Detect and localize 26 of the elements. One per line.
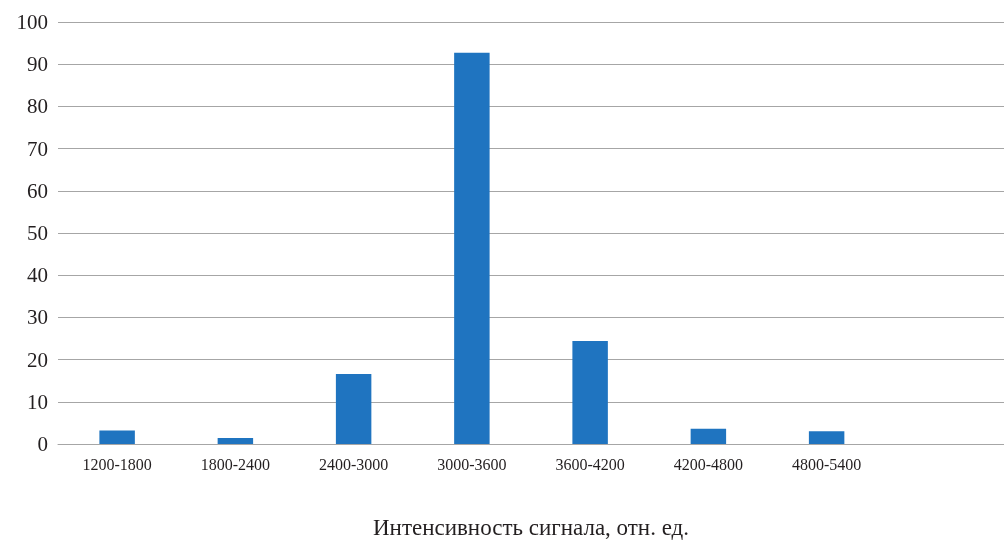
x-tick-label: 1800-2400 xyxy=(200,455,271,473)
y-tick-label: 50 xyxy=(27,221,48,245)
y-tick-label: 30 xyxy=(27,305,48,330)
x-tick-label: 4800-5400 xyxy=(791,455,862,473)
y-tick-label: 0 xyxy=(37,432,48,456)
bar xyxy=(335,373,372,444)
y-tick-label: 10 xyxy=(27,389,48,414)
y-tick-label: 90 xyxy=(27,52,48,77)
x-axis-title: Интенсивность сигнала, отн. ед. xyxy=(372,515,690,540)
bar xyxy=(99,430,135,444)
x-tick-label: 3600-4200 xyxy=(555,455,625,473)
x-tick-label: 1200-1800 xyxy=(82,455,152,473)
bar xyxy=(454,52,490,444)
bar xyxy=(690,428,727,444)
bar xyxy=(808,431,845,444)
y-tick-label: 20 xyxy=(27,347,48,372)
x-tick-label: 2400-3000 xyxy=(318,455,389,473)
x-tick-label: 4200-4800 xyxy=(673,455,744,473)
bar xyxy=(217,438,254,444)
y-tick-label: 40 xyxy=(27,263,48,288)
x-tick-label: 3000-3600 xyxy=(437,455,507,473)
y-tick-label: 100 xyxy=(16,10,48,34)
bar xyxy=(572,341,608,444)
y-tick-label: 60 xyxy=(27,178,48,203)
y-tick-label: 80 xyxy=(27,94,48,119)
y-tick-label: 70 xyxy=(27,136,48,161)
